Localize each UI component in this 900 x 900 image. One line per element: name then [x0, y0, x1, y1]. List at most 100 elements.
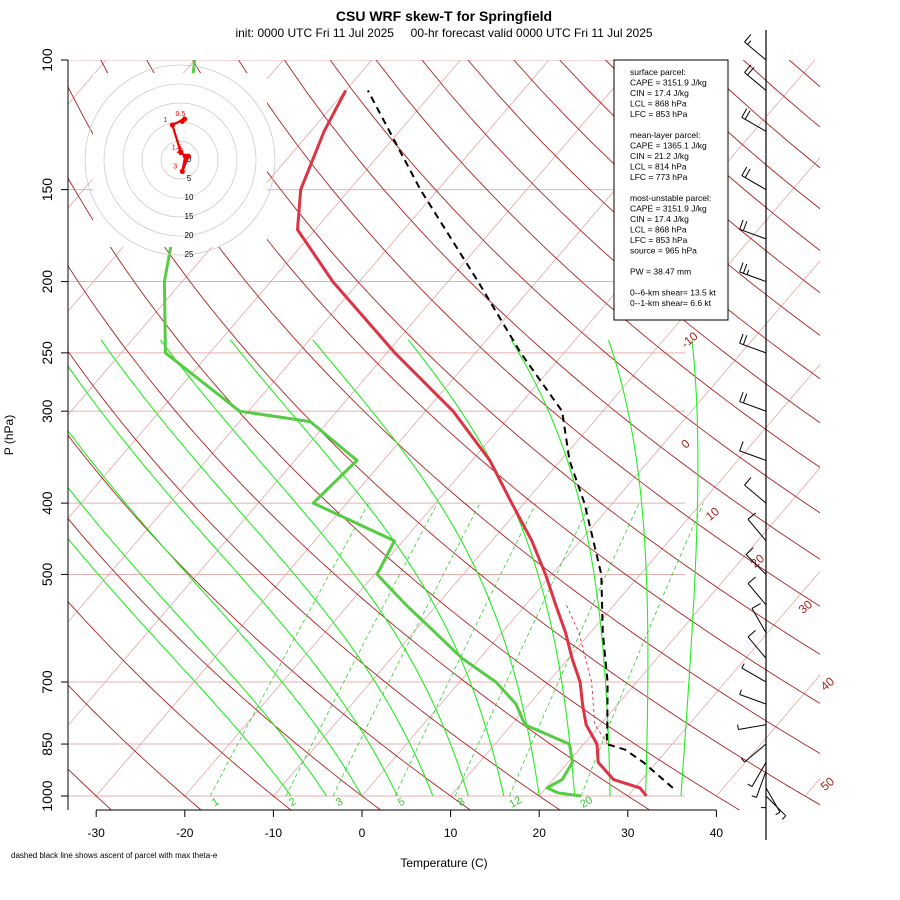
- hodograph-point: [181, 116, 188, 122]
- mixing-ratio-line: [209, 502, 370, 797]
- y-tick-label: 700: [39, 670, 55, 694]
- stats-line: CIN = 17.4 J/kg: [630, 88, 689, 98]
- wind-barb: [741, 108, 767, 132]
- stats-line: source = 965 hPa: [630, 246, 697, 256]
- hodograph-ring: [84, 64, 276, 256]
- moist-adiabat-line: [68, 486, 328, 797]
- y-tick-label: 200: [39, 270, 55, 294]
- wind-barb: [741, 663, 767, 683]
- dewpoint-curve: [162, 60, 582, 798]
- hodograph-point: [179, 168, 185, 174]
- moist-adiabat-line: [312, 339, 540, 797]
- stats-line: PW = 38.47 mm: [630, 267, 691, 277]
- isotherm-line: [68, 60, 550, 623]
- dry-adiabat-line: [375, 60, 820, 468]
- stats-line: surface parcel:: [630, 67, 686, 77]
- isotherm-label: 10: [703, 504, 722, 524]
- wind-barb: [747, 762, 767, 788]
- stats-line: CAPE = 3151.9 J/kg: [630, 78, 707, 88]
- x-tick-label: -10: [265, 826, 283, 840]
- wind-barb: [739, 262, 767, 283]
- dry-adiabat-line: [742, 60, 820, 128]
- wind-barb: [744, 477, 767, 504]
- y-tick-label: 400: [39, 491, 55, 515]
- stats-line: CIN = 21.2 J/kg: [630, 151, 689, 161]
- hodograph-point-label: 3: [173, 163, 177, 170]
- moist-adiabat-line: [100, 339, 434, 797]
- dry-adiabat-line: [68, 350, 561, 810]
- wind-barb: [761, 779, 767, 809]
- dry-adiabat-line: [238, 60, 820, 607]
- hodograph-ring-label: 25: [185, 250, 194, 259]
- stats-line: CIN = 17.4 J/kg: [630, 214, 689, 224]
- stats-line: LCL = 868 hPa: [630, 99, 687, 109]
- isotherm-line: [716, 674, 820, 797]
- hodograph-ring: [122, 102, 238, 218]
- hodograph-point: [185, 153, 191, 159]
- x-tick-label: -20: [176, 826, 194, 840]
- mixing-ratio-label: 1: [210, 796, 221, 809]
- isotherm-line: [68, 60, 638, 727]
- wind-barb: [747, 630, 767, 659]
- stats-line: CAPE = 1365.1 J/kg: [630, 141, 707, 151]
- isotherm-line: [538, 467, 820, 797]
- dry-adiabat-line: [559, 60, 820, 294]
- dry-adiabat-line: [68, 684, 202, 810]
- mixing-ratio-label: 8: [456, 796, 467, 809]
- mixing-ratio-label: 2: [287, 796, 298, 809]
- dry-adiabat-line: [467, 60, 820, 380]
- wind-barb: [739, 392, 767, 412]
- dry-adiabat-line: [68, 517, 382, 810]
- isotherm-line: [68, 60, 461, 520]
- dry-adiabat-line: [284, 60, 820, 560]
- isotherm-label: 40: [818, 674, 837, 694]
- hodograph-ring: [103, 83, 257, 237]
- mixing-ratio-label: 3: [334, 796, 345, 809]
- dry-adiabat-line: [68, 85, 820, 806]
- wind-barb: [747, 512, 767, 542]
- dry-adiabat-line: [835, 60, 900, 812]
- wind-barb: [744, 34, 767, 61]
- hodograph-point-label: 1: [163, 117, 167, 124]
- hodograph-point: [178, 149, 184, 155]
- isotherm-label: 50: [818, 774, 837, 794]
- hodograph-ring-label: 20: [185, 231, 194, 240]
- moist-adiabat-line: [68, 429, 363, 797]
- y-tick-label: 1000: [39, 780, 55, 811]
- stats-box: [613, 59, 729, 321]
- stats-line: LFC = 773 hPa: [630, 172, 688, 182]
- dry-adiabat-line: [146, 60, 820, 704]
- hodograph-ring: [160, 140, 200, 180]
- isotherm-label: 20: [748, 551, 767, 571]
- y-tick-label: 150: [39, 178, 55, 202]
- y-tick-label: 250: [39, 341, 55, 365]
- x-tick-label: 30: [621, 826, 635, 840]
- hodograph-ring-label: 5: [187, 174, 192, 183]
- mixing-ratio-line: [394, 502, 537, 797]
- wind-barb: [739, 689, 767, 705]
- wind-barb: [744, 64, 767, 91]
- dry-adiabat-line: [68, 177, 741, 810]
- mixing-ratio-label: 5: [396, 796, 407, 809]
- x-tick-label: 10: [444, 826, 458, 840]
- hodograph-point: [169, 122, 175, 128]
- x-tick-label: 0: [359, 826, 366, 840]
- chart-subtitle: init: 0000 UTC Fri 11 Jul 2025 00-hr for…: [235, 26, 652, 40]
- y-tick-label: 300: [39, 399, 55, 423]
- isotherm-line: [627, 570, 820, 797]
- isotherm-line: [273, 156, 820, 797]
- stats-line: LCL = 868 hPa: [630, 225, 687, 235]
- moist-adiabat-line: [510, 339, 611, 797]
- hodograph-ring-label: 10: [185, 193, 194, 202]
- wind-barb: [739, 333, 767, 354]
- wind-barb: [745, 547, 767, 575]
- stats-line: most-unstable parcel:: [630, 193, 711, 203]
- temperature-curve: [296, 89, 648, 797]
- mixing-ratio-label: 12: [507, 794, 524, 811]
- stats-line: 0--1-km shear= 6.6 kt: [630, 298, 712, 308]
- dry-adiabat-line: [192, 60, 820, 655]
- moist-adiabat-line: [159, 339, 469, 797]
- dry-adiabat-line: [68, 434, 472, 810]
